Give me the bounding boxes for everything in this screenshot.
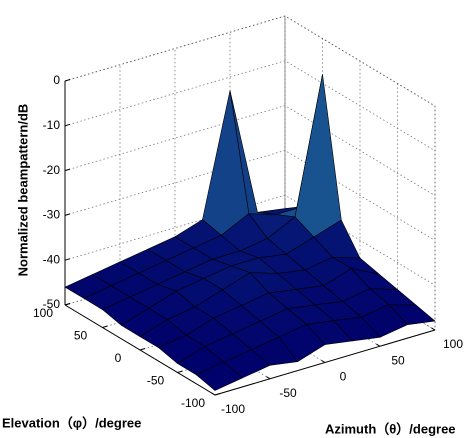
y-tick-label: -50 — [147, 374, 165, 388]
z-tick-label: -20 — [43, 163, 61, 177]
z-tick — [64, 213, 71, 216]
x-tick-label: 100 — [443, 337, 463, 351]
y-tick — [64, 303, 71, 306]
z-tick-label: -10 — [43, 118, 61, 132]
surface-cell — [195, 361, 244, 391]
grid-line — [64, 15, 436, 107]
x-tick — [266, 376, 271, 380]
y-tick-label: 100 — [33, 306, 53, 320]
z-tick — [64, 123, 71, 127]
z-tick-label: -40 — [43, 252, 61, 266]
box-edge — [64, 15, 436, 330]
y-tick-label: 50 — [74, 329, 88, 343]
y-tick — [139, 348, 146, 351]
z-tick — [64, 168, 71, 172]
x-tick-label: -100 — [221, 402, 245, 416]
z-tick — [64, 79, 71, 82]
grid-line — [64, 60, 436, 152]
x-tick-label: -50 — [279, 386, 297, 400]
y-axis-label: Elevation（φ）/degree — [2, 415, 141, 430]
z-tick — [64, 258, 71, 261]
z-tick-label: -30 — [43, 208, 61, 222]
y-tick — [102, 325, 108, 328]
y-tick-label: -100 — [181, 396, 205, 410]
surface-cell — [294, 74, 342, 238]
x-tick — [321, 359, 326, 363]
x-tick — [431, 327, 436, 331]
y-tick-label: 0 — [115, 351, 122, 365]
x-axis-label: Azimuth（θ）/degree — [325, 421, 456, 436]
z-tick-label: 0 — [53, 73, 60, 87]
y-tick — [177, 370, 183, 373]
x-tick-label: 0 — [340, 370, 347, 384]
z-axis-label: Normalized beampattern/dB — [15, 104, 30, 277]
x-tick — [211, 392, 216, 396]
x-tick — [376, 343, 381, 347]
z-tick-label: -50 — [43, 297, 61, 311]
grid-line — [119, 64, 271, 380]
y-tick — [214, 393, 221, 396]
x-tick-label: 50 — [391, 353, 405, 367]
grid-line — [174, 48, 326, 363]
